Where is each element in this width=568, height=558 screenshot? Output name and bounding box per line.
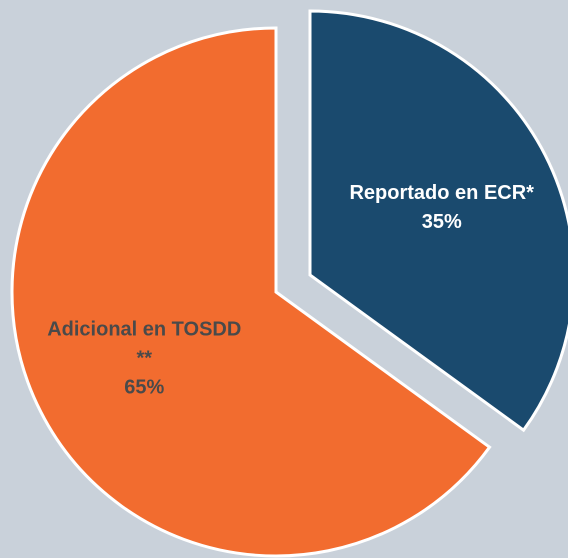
slice-label: Adicional en TOSDD ** 65%	[44, 316, 244, 403]
pie-slice	[10, 26, 492, 558]
value-label: 35%	[421, 210, 462, 233]
pie-slice	[308, 9, 568, 433]
category-label: Reportado en ECR*	[349, 181, 534, 204]
category-label: Adicional en TOSDD **	[47, 318, 242, 370]
value-label: 65%	[124, 376, 165, 399]
slice-label: Reportado en ECR* 35%	[342, 179, 542, 237]
